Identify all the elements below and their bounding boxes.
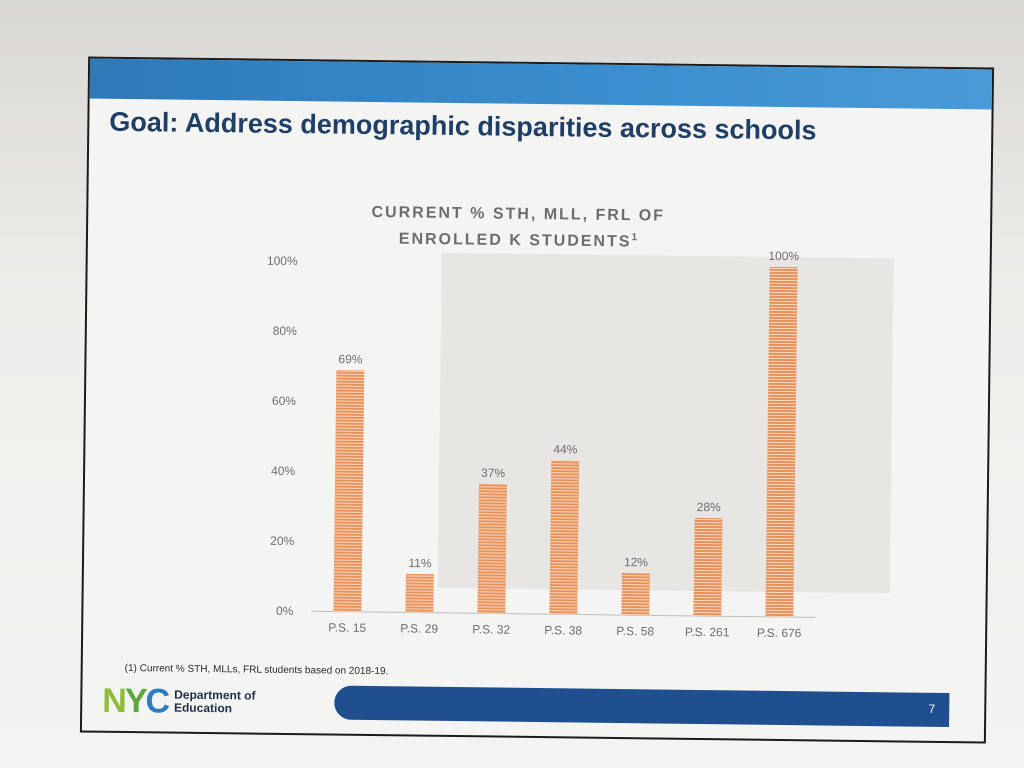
data-label: 44% [553,442,578,456]
slide: Goal: Address demographic disparities ac… [79,56,995,744]
x-tick-label: P.S. 32 [472,622,510,636]
x-tick-label: P.S. 261 [685,625,730,640]
data-label: 37% [481,466,506,480]
nyc-doe-logo: NYC Department of Education [102,681,256,723]
bar [333,370,365,612]
y-tick-label: 0% [276,604,294,618]
data-label: 100% [768,249,799,263]
data-label: 12% [624,555,649,569]
bar-chart: 0% 20% 40% 60% 80% 100% 69% P.S. 15 11% P.S. 29 37… [267,249,816,641]
x-tick-label: P.S. 676 [757,626,802,641]
footer-bar: 7 [334,685,950,728]
x-tick-label: P.S. 58 [616,624,654,638]
x-tick-label: P.S. 29 [400,621,438,635]
data-label: 11% [408,556,432,570]
page-number: 7 [928,701,936,716]
bar [549,460,580,615]
data-label: 28% [697,500,722,514]
bar [621,573,650,616]
y-tick-label: 80% [273,324,298,338]
nyc-logo-mark: NYC [102,681,169,721]
x-tick-label: P.S. 15 [328,620,366,634]
bar [405,573,434,613]
footnote: (1) Current % STH, MLLs, FRL students ba… [124,662,389,678]
department-name: Department of Education [173,687,256,716]
data-label: 69% [338,352,363,366]
y-tick-label: 20% [270,534,295,548]
x-tick-label: P.S. 38 [544,623,582,637]
y-tick-label: 100% [267,254,298,268]
y-tick-label: 40% [271,464,296,478]
bar [765,266,798,618]
y-tick-label: 60% [272,394,297,408]
bar [477,483,507,614]
bar [693,517,723,617]
